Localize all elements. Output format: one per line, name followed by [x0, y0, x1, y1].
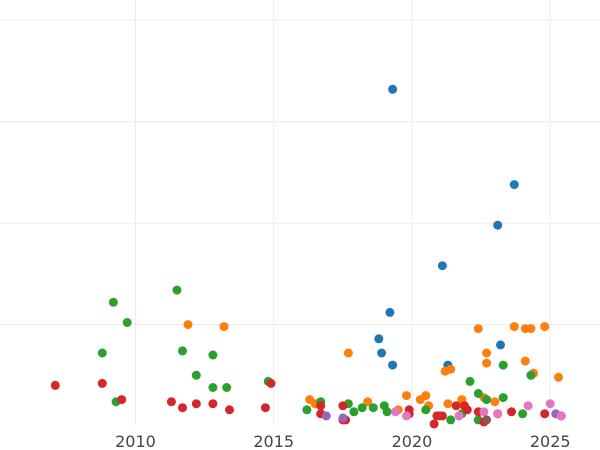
data-point — [388, 360, 398, 370]
data-point — [465, 376, 475, 386]
data-point — [377, 348, 387, 358]
data-point — [498, 393, 508, 403]
data-point — [554, 372, 563, 382]
data-point — [343, 348, 353, 358]
data-point — [421, 405, 431, 415]
data-point — [349, 407, 359, 417]
data-point — [97, 348, 107, 358]
data-point — [482, 395, 492, 405]
data-point — [260, 403, 270, 413]
data-point — [338, 401, 348, 411]
data-point — [191, 399, 201, 409]
data-point — [166, 397, 176, 407]
data-point — [208, 350, 218, 360]
data-point — [50, 380, 60, 390]
data-point — [429, 419, 439, 429]
data-point — [402, 411, 411, 421]
x-axis-ticks: 2010 2015 2020 2025 — [115, 432, 570, 450]
data-point — [374, 334, 384, 344]
data-point — [437, 411, 447, 421]
data-point — [482, 348, 492, 358]
data-point — [122, 318, 132, 327]
data-point — [357, 403, 367, 413]
data-point — [540, 322, 550, 332]
data-point — [482, 415, 492, 425]
data-point — [368, 403, 378, 413]
data-point — [382, 407, 392, 417]
data-point — [385, 307, 395, 317]
data-point — [545, 399, 555, 409]
data-point — [172, 285, 182, 295]
data-point — [451, 401, 461, 411]
data-point — [421, 391, 431, 401]
data-point — [518, 409, 528, 419]
data-point — [526, 324, 536, 334]
data-point — [454, 411, 464, 421]
data-point — [219, 322, 229, 332]
data-point — [462, 405, 472, 415]
data-point — [302, 405, 312, 415]
data-point — [402, 391, 411, 401]
data-point — [437, 261, 447, 271]
data-point — [540, 409, 550, 419]
data-point — [191, 370, 201, 380]
data-point — [493, 409, 503, 419]
data-point — [178, 403, 187, 413]
data-point — [117, 395, 127, 405]
data-point — [520, 356, 530, 366]
data-point — [183, 320, 193, 330]
x-tick-label: 2020 — [392, 432, 433, 450]
x-tick-label: 2010 — [115, 432, 156, 450]
data-point — [97, 378, 107, 388]
grid — [0, 0, 600, 426]
data-point — [482, 358, 492, 368]
x-tick-label: 2025 — [530, 432, 571, 450]
data-point — [388, 84, 398, 94]
data-point — [363, 397, 373, 407]
data-point — [526, 370, 536, 380]
x-tick-label: 2015 — [253, 432, 294, 450]
data-point — [108, 297, 118, 307]
data-point — [556, 411, 566, 421]
data-point — [321, 411, 331, 421]
data-points — [50, 84, 566, 429]
data-point — [338, 413, 348, 423]
data-point — [266, 378, 276, 388]
data-point — [509, 180, 519, 190]
data-point — [507, 407, 516, 417]
data-point — [498, 360, 508, 370]
data-point — [390, 407, 400, 417]
data-point — [490, 397, 500, 407]
data-point — [473, 389, 483, 398]
data-point — [479, 407, 489, 417]
data-point — [208, 399, 218, 409]
data-point — [496, 340, 505, 350]
data-point — [473, 324, 483, 334]
data-point — [178, 346, 187, 356]
data-point — [493, 220, 503, 230]
data-point — [316, 401, 326, 411]
data-point — [523, 401, 533, 411]
data-point — [208, 383, 218, 392]
data-point — [509, 322, 519, 332]
data-point — [443, 399, 453, 409]
data-point — [225, 405, 234, 415]
data-point — [446, 415, 456, 425]
data-point — [446, 364, 456, 374]
data-point — [222, 383, 232, 392]
